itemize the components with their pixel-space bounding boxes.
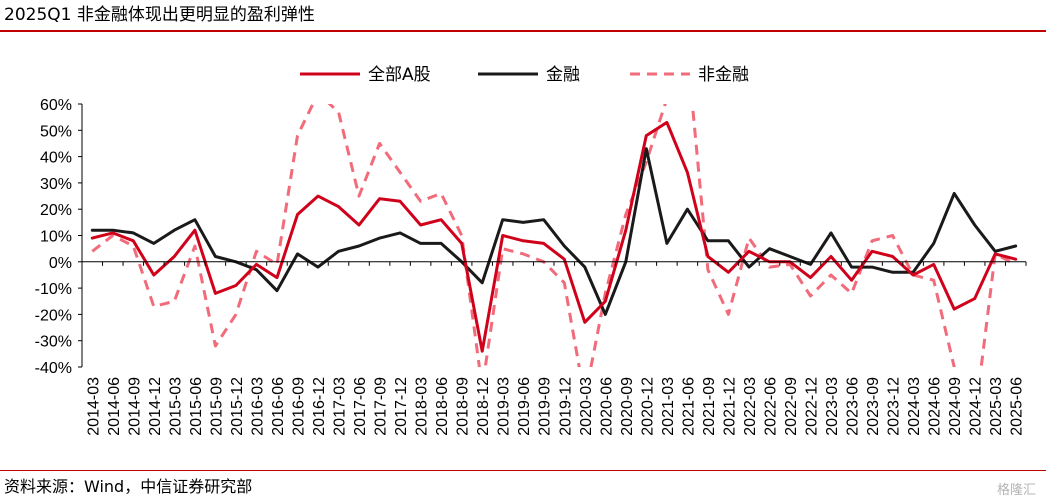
x-tick-label: 2016-09 [290, 377, 307, 436]
x-tick-label: 2020-06 [598, 377, 615, 436]
x-tick-label: 2014-09 [126, 377, 143, 436]
y-axis: 60% 50% 40% 30% 20% 10% 0% -10% -20% -30% -40% [35, 97, 83, 377]
y-tick-label: 0% [49, 255, 72, 272]
x-tick-label: 2014-03 [85, 377, 102, 436]
legend-label-1: 金融 [546, 65, 580, 85]
x-tick-label: 2023-03 [824, 377, 841, 436]
x-tick-label: 2015-03 [167, 377, 184, 436]
x-tick-label: 2015-12 [229, 377, 246, 436]
x-tick-label: 2024-09 [947, 377, 964, 436]
x-tick-label: 2017-03 [332, 377, 349, 436]
x-tick-label: 2018-09 [455, 377, 472, 436]
x-tick-label: 2016-03 [249, 377, 266, 436]
x-tick-label: 2020-12 [639, 377, 656, 436]
watermark-logo: 格隆汇 [996, 483, 1036, 498]
x-tick-label: 2017-12 [393, 377, 410, 436]
series-line-2 [91, 104, 1017, 367]
y-tick-label: 10% [40, 229, 72, 246]
x-tick-label: 2019-09 [537, 377, 554, 436]
source-note: 资料来源：Wind，中信证券研究部 [4, 477, 253, 496]
x-tick-label: 2017-09 [373, 377, 390, 436]
x-tick-label: 2022-12 [804, 377, 821, 436]
x-tick-label: 2015-06 [188, 377, 205, 436]
x-tick-label: 2018-03 [414, 377, 431, 436]
x-tick-label: 2019-12 [557, 377, 574, 436]
series-lines [90, 104, 1018, 367]
legend: 全部A股 金融 非金融 [300, 65, 749, 85]
title-divider [0, 30, 1046, 32]
x-tick-label: 2020-03 [578, 377, 595, 436]
line-chart: 全部A股 金融 非金融 60% 50% 40% 30% 20% 10% 0% -10% -20% -3… [35, 65, 1027, 436]
x-tick-label: 2024-03 [906, 377, 923, 436]
legend-label-0: 全部A股 [368, 65, 431, 85]
x-tick-label: 2018-12 [475, 377, 492, 436]
y-tick-label: -40% [35, 360, 72, 377]
y-tick-label: 60% [40, 97, 72, 114]
x-tick-label: 2016-12 [311, 377, 328, 436]
x-axis: 2014-03 2014-06 2014-09 2014-12 2015-03 2015-… [81, 261, 1027, 436]
x-tick-label: 2022-06 [762, 377, 779, 436]
x-tick-label: 2023-09 [865, 377, 882, 436]
x-tick-label: 2022-09 [783, 377, 800, 436]
x-tick-label: 2017-06 [352, 377, 369, 436]
series-line-1 [90, 147, 1018, 316]
x-tick-label: 2019-06 [516, 377, 533, 436]
x-tick-label: 2024-12 [968, 377, 985, 436]
y-tick-label: -30% [35, 334, 72, 351]
y-tick-label: -20% [35, 307, 72, 324]
y-tick-label: -10% [35, 281, 72, 298]
series-line-0 [90, 120, 1018, 353]
y-tick-label: 40% [40, 150, 72, 167]
x-tick-label: 2022-03 [742, 377, 759, 436]
x-tick-label: 2025-06 [1009, 377, 1026, 436]
x-tick-label: 2023-12 [886, 377, 903, 436]
x-tick-label: 2020-09 [619, 377, 636, 436]
x-tick-label: 2019-03 [496, 377, 513, 436]
x-tick-label: 2025-03 [988, 377, 1005, 436]
x-tick-label: 2023-06 [845, 377, 862, 436]
source-divider [0, 470, 1046, 471]
x-tick-label: 2021-09 [701, 377, 718, 436]
y-tick-label: 20% [40, 202, 72, 219]
x-tick-label: 2016-06 [270, 377, 287, 436]
x-tick-label: 2024-06 [927, 377, 944, 436]
legend-label-2: 非金融 [698, 65, 749, 85]
y-tick-label: 50% [40, 123, 72, 140]
x-tick-label: 2015-09 [208, 377, 225, 436]
x-tick-label: 2021-03 [660, 377, 677, 436]
x-tick-label: 2021-06 [680, 377, 697, 436]
y-tick-label: 30% [40, 176, 72, 193]
x-tick-label: 2018-06 [434, 377, 451, 436]
chart-title: 2025Q1 非金融体现出更明显的盈利弹性 [4, 5, 315, 25]
x-tick-label: 2014-06 [106, 377, 123, 436]
x-tick-label: 2014-12 [147, 377, 164, 436]
x-tick-label: 2021-12 [721, 377, 738, 436]
